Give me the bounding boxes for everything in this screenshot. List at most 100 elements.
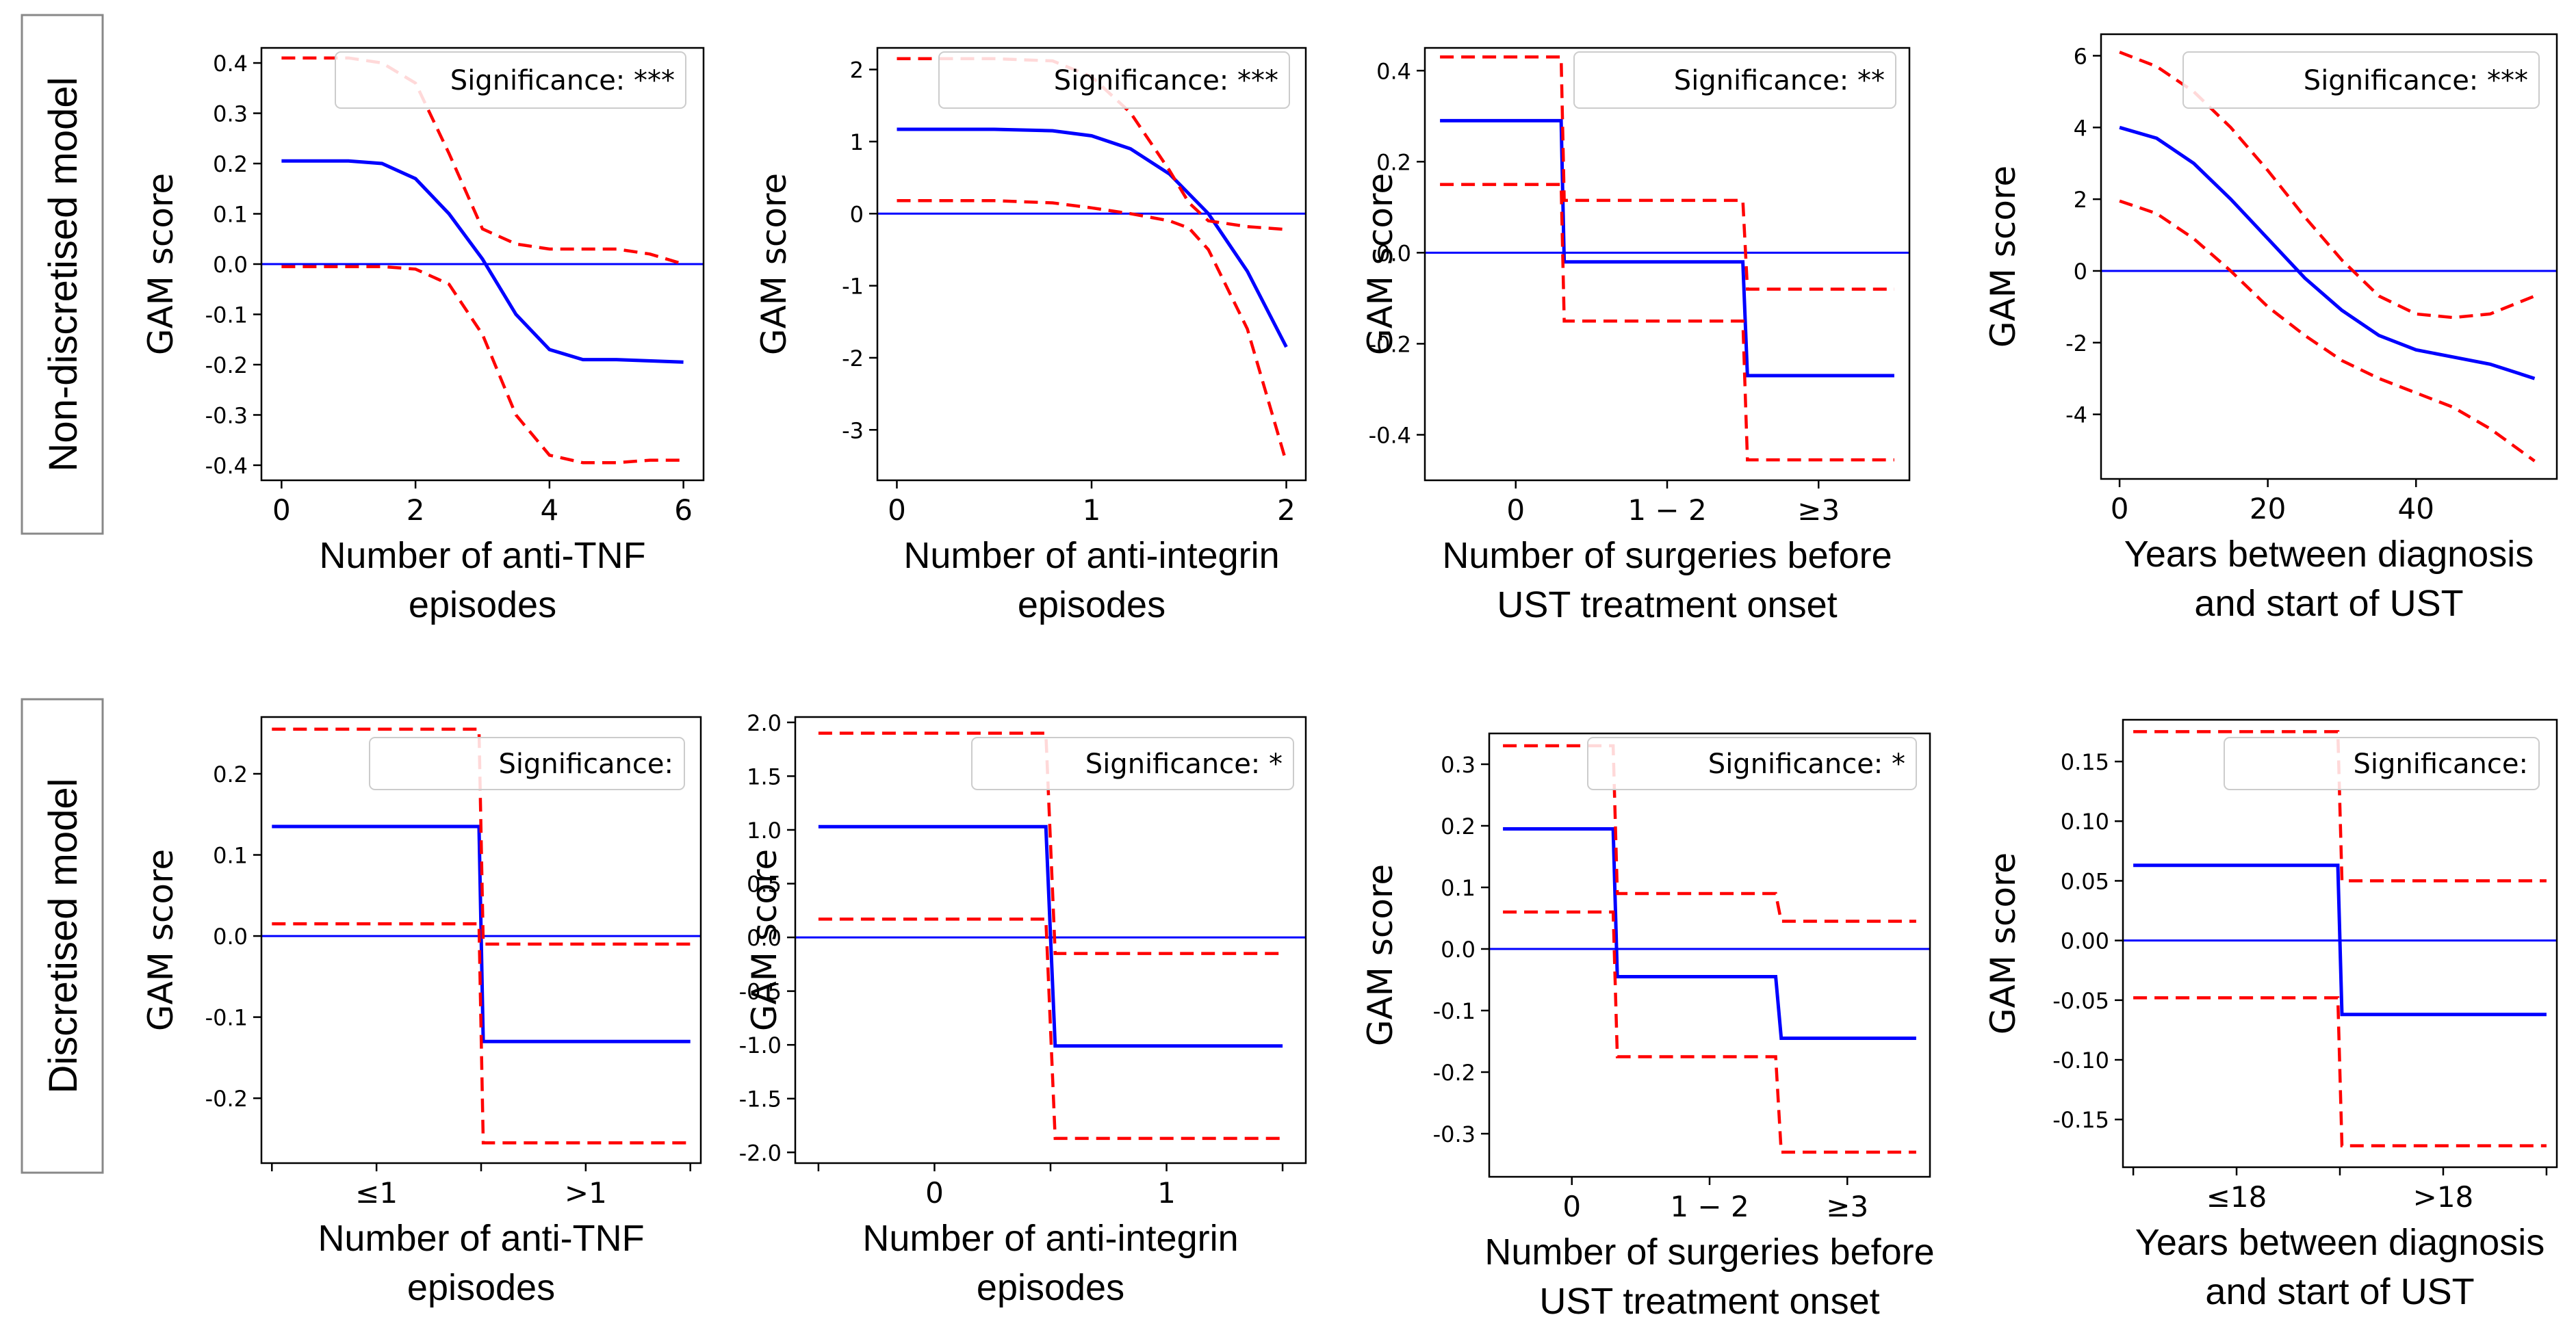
series-line-estimate [818,824,1283,1048]
series-line-lower [818,917,1283,1141]
y-tick-label: 0.0 [1376,240,1411,266]
x-tick-label: 0 [925,1176,944,1210]
y-tick-label: -0.05 [2052,988,2109,1014]
y-tick-label: 1 [850,129,864,155]
series-line-lower [272,922,691,1145]
x-axis-label-line: and start of UST [2205,1271,2474,1312]
y-tick-label: 1.5 [747,764,782,790]
significance-label: Significance: [2354,748,2529,780]
y-tick-label: 0.0 [213,252,248,278]
series-line-estimate [897,127,1288,348]
y-tick-label: 0.15 [2061,749,2109,775]
x-tick-label: 0 [888,493,906,527]
series-line-upper [897,57,1287,231]
significance-box [2182,51,2540,109]
x-axis-label-line: Number of anti-integrin [903,535,1279,576]
significance-box [335,51,686,109]
y-tick-label: -1.0 [739,1032,782,1058]
y-axis-label: GAM score [141,173,181,355]
x-tick-label: ≤1 [355,1176,398,1210]
y-tick-label: -2 [842,346,864,372]
y-tick-label: 2.0 [747,710,782,736]
y-tick-label: 2 [2074,187,2087,213]
y-tick-label: -0.2 [205,352,248,378]
x-tick-label: 0 [272,493,291,527]
x-tick-label: ≤18 [2206,1180,2267,1214]
x-axis-label-line: episodes [407,1267,555,1308]
significance-label: Significance: *** [2304,65,2528,96]
y-tick-label: -2.0 [739,1140,782,1166]
series-line-upper [2133,730,2547,883]
y-tick-label: 0.0 [1441,937,1476,963]
y-tick-label: -0.2 [1369,331,1411,357]
x-tick-label: 1 − 2 [1627,493,1706,527]
y-tick-label: -1.5 [739,1086,782,1112]
y-tick-label: -2 [2065,330,2087,356]
x-tick-label: 4 [541,493,559,527]
series-line-estimate [1440,118,1894,378]
y-tick-label: -0.5 [739,979,782,1005]
significance-label: Significance: [499,748,674,780]
series-line-estimate [281,159,684,364]
y-tick-label: 6 [2074,43,2087,69]
significance-label: Significance: * [1085,748,1283,780]
x-tick-label: 0 [1506,493,1525,527]
x-axis-label-line: Years between diagnosis [2135,1222,2545,1263]
series-line-lower [1503,910,1916,1154]
series-line-estimate [1503,827,1916,1040]
significance-box [1573,51,1896,109]
y-tick-label: 0.1 [213,843,248,869]
y-axis-label: GAM score [1983,166,2023,348]
significance-label: Significance: * [1708,748,1905,780]
x-axis-label-line: UST treatment onset [1497,584,1837,625]
series-line-estimate [2133,863,2547,1017]
series-line-upper [818,731,1283,955]
series-line-estimate [2119,125,2536,380]
x-axis-label-line: Number of surgeries before [1484,1232,1934,1273]
axes-frame [1488,732,1931,1178]
y-tick-label: -0.3 [205,402,248,428]
series-line-lower [2119,199,2536,463]
x-tick-label: ≥3 [1797,493,1840,527]
y-tick-label: 0.3 [213,101,248,127]
x-tick-label: 2 [407,493,425,527]
x-tick-label: >1 [565,1176,607,1210]
x-tick-label: 2 [1277,493,1296,527]
y-tick-label: -0.15 [2052,1107,2109,1133]
x-axis-label-line: episodes [409,584,556,625]
row-label-non-discretised: Non-discretised model [41,77,86,471]
y-tick-label: 0.10 [2061,809,2109,835]
x-axis-label-line: Number of anti-TNF [319,535,645,576]
x-axis-label-line: episodes [1018,584,1165,625]
x-axis-label-line: and start of UST [2194,583,2463,624]
y-tick-label: 0.4 [1376,58,1411,84]
y-axis-label: GAM score [1361,864,1400,1046]
axes-frame [1424,47,1911,482]
y-tick-label: 0.1 [1441,875,1476,901]
chart-panel-r1-c1: Significance: * 0 1 2.0 1.5 1.0 0.5 0.0 -0.5 -1.0… [739,710,1307,1308]
y-tick-label: 0.2 [213,761,248,787]
y-tick-label: -0.10 [2052,1047,2109,1073]
series-line-upper [1440,55,1894,291]
y-tick-label: 4 [2074,115,2087,141]
significance-label: Significance: *** [1054,65,1278,96]
x-axis-label-line: episodes [977,1267,1124,1308]
significance-box [369,737,685,790]
y-axis-label: GAM score [754,173,794,355]
row-label-discretised: Discretised model [41,779,86,1094]
y-tick-label: 0.2 [1441,813,1476,839]
y-tick-label: 0.0 [213,924,248,950]
x-tick-label: >18 [2413,1180,2474,1214]
significance-box [971,737,1294,790]
y-tick-label: -3 [842,417,864,443]
chart-panels: Significance: *** 0 2 4 6 0.4 0.3 0.2 0.1 0.0 -0.1… [141,33,2558,1322]
series-line-estimate [272,824,691,1043]
y-axis-label: GAM score [745,849,784,1031]
y-tick-label: 0.3 [1441,752,1476,778]
x-tick-label: 40 [2398,492,2434,525]
x-axis-label-line: Number of anti-TNF [318,1218,644,1259]
significance-label: Significance: *** [450,65,675,96]
row-label-bottom: Discretised model [21,698,104,1174]
x-tick-label: 1 [1083,493,1101,527]
